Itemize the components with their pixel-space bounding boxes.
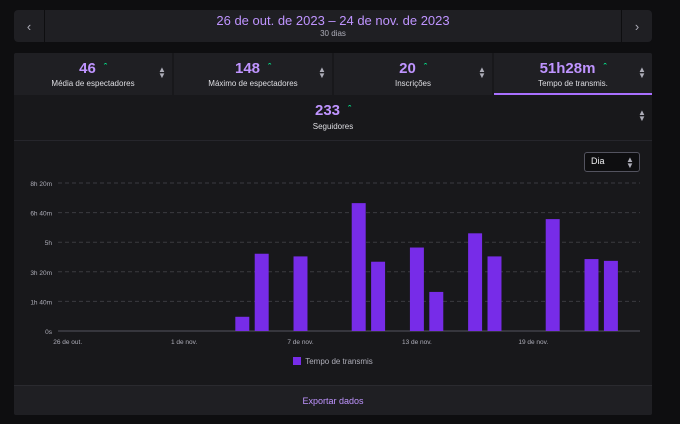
chart-bar [545,219,560,331]
trend-up-icon: ˆ [268,62,272,72]
y-tick-label: 6h 40m [30,211,52,218]
stat-value: 148 [234,60,261,77]
chart-bar [371,261,386,331]
stat-tab-subscriptions[interactable]: 20 ˆ Inscrições ▲ ▼ [334,53,492,95]
y-tick-label: 8h 20m [30,181,52,188]
x-tick-label: 1 de nov. [171,339,197,346]
y-tick-label: 3h 20m [30,270,52,277]
stat-tab-stream-time[interactable]: 51h28m ˆ Tempo de transmis. ▲ ▼ [494,53,652,95]
stats-panel: 46 ˆ Média de espectadores ▲ ▼ 148 ˆ Máximo… [14,53,652,415]
granularity-select-value: Dia [591,156,605,166]
chart-bar [409,247,424,331]
chart-bar [351,203,366,331]
sort-icon: ▲ ▼ [478,65,486,80]
y-tick-label: 0s [45,329,53,336]
trend-up-icon: ˆ [423,62,427,72]
stat-label: Inscrições [394,79,431,88]
stat-label: Tempo de transmis. [538,79,608,88]
chart-bar [293,256,308,331]
stat-value: 233 [314,102,341,119]
x-tick-label: 13 de nov. [402,339,432,346]
stats-tabs: 46 ˆ Média de espectadores ▲ ▼ 148 ˆ Máximo… [14,53,652,95]
sort-icon: ▲ ▼ [638,65,646,80]
trend-up-icon: ˆ [103,62,107,72]
previous-period-button[interactable]: ‹ [14,10,45,42]
chart-bar [468,233,483,331]
y-tick-label: 1h 40m [30,299,52,306]
stat-value: 46 [79,60,96,77]
chart-legend: Tempo de transmis [14,357,652,366]
trend-up-icon: ˆ [348,104,352,114]
sort-icon: ▲ ▼ [318,65,326,80]
stat-value: 51h28m [539,60,596,77]
export-data-label: Exportar dados [302,396,364,406]
trend-up-icon: ˆ [603,62,607,72]
chart-bar [429,291,444,331]
date-range-bar: ‹ 26 de out. de 2023 – 24 de nov. de 202… [14,10,652,42]
granularity-select[interactable]: Dia ▲ ▼ [584,152,640,172]
stat-label: Média de espectadores [51,79,135,88]
stat-tab-avg-viewers[interactable]: 46 ˆ Média de espectadores ▲ ▼ [14,53,172,95]
next-period-button[interactable]: › [621,10,652,42]
chart-bar [584,259,599,331]
sort-icon: ▲ ▼ [638,108,646,123]
sort-icon: ▲ ▼ [158,65,166,80]
x-tick-label: 19 de nov. [518,339,548,346]
x-tick-label: 7 de nov. [287,339,313,346]
stat-label: Máximo de espectadores [208,79,298,88]
date-range-subtitle: 30 dias [320,29,346,38]
x-tick-label: 26 de out. [53,339,82,346]
export-data-button[interactable]: Exportar dados [14,385,652,415]
chart-bar [254,253,269,331]
chart-bar [235,316,250,331]
legend-label: Tempo de transmis [305,357,373,366]
chart-bar [487,256,502,331]
date-range-title: 26 de out. de 2023 – 24 de nov. de 2023 [216,13,450,28]
select-arrows-icon: ▲ ▼ [626,155,634,170]
chart-bar [603,260,618,331]
legend-swatch [293,357,302,365]
stat-label: Seguidores [312,122,354,131]
chevron-right-icon: › [634,18,640,34]
stat-value: 20 [399,60,416,77]
stream-time-bar-chart: 0s 1h 40m 3h 20m 5h 6h 40m 8h 20m 26 de out. 1 … [30,181,640,346]
y-tick-label: 5h [45,240,53,247]
stat-tab-followers[interactable]: 233 ˆ Seguidores ▲ ▼ [14,96,652,141]
stat-tab-max-viewers[interactable]: 148 ˆ Máximo de espectadores ▲ ▼ [174,53,332,95]
chevron-left-icon: ‹ [26,18,32,34]
